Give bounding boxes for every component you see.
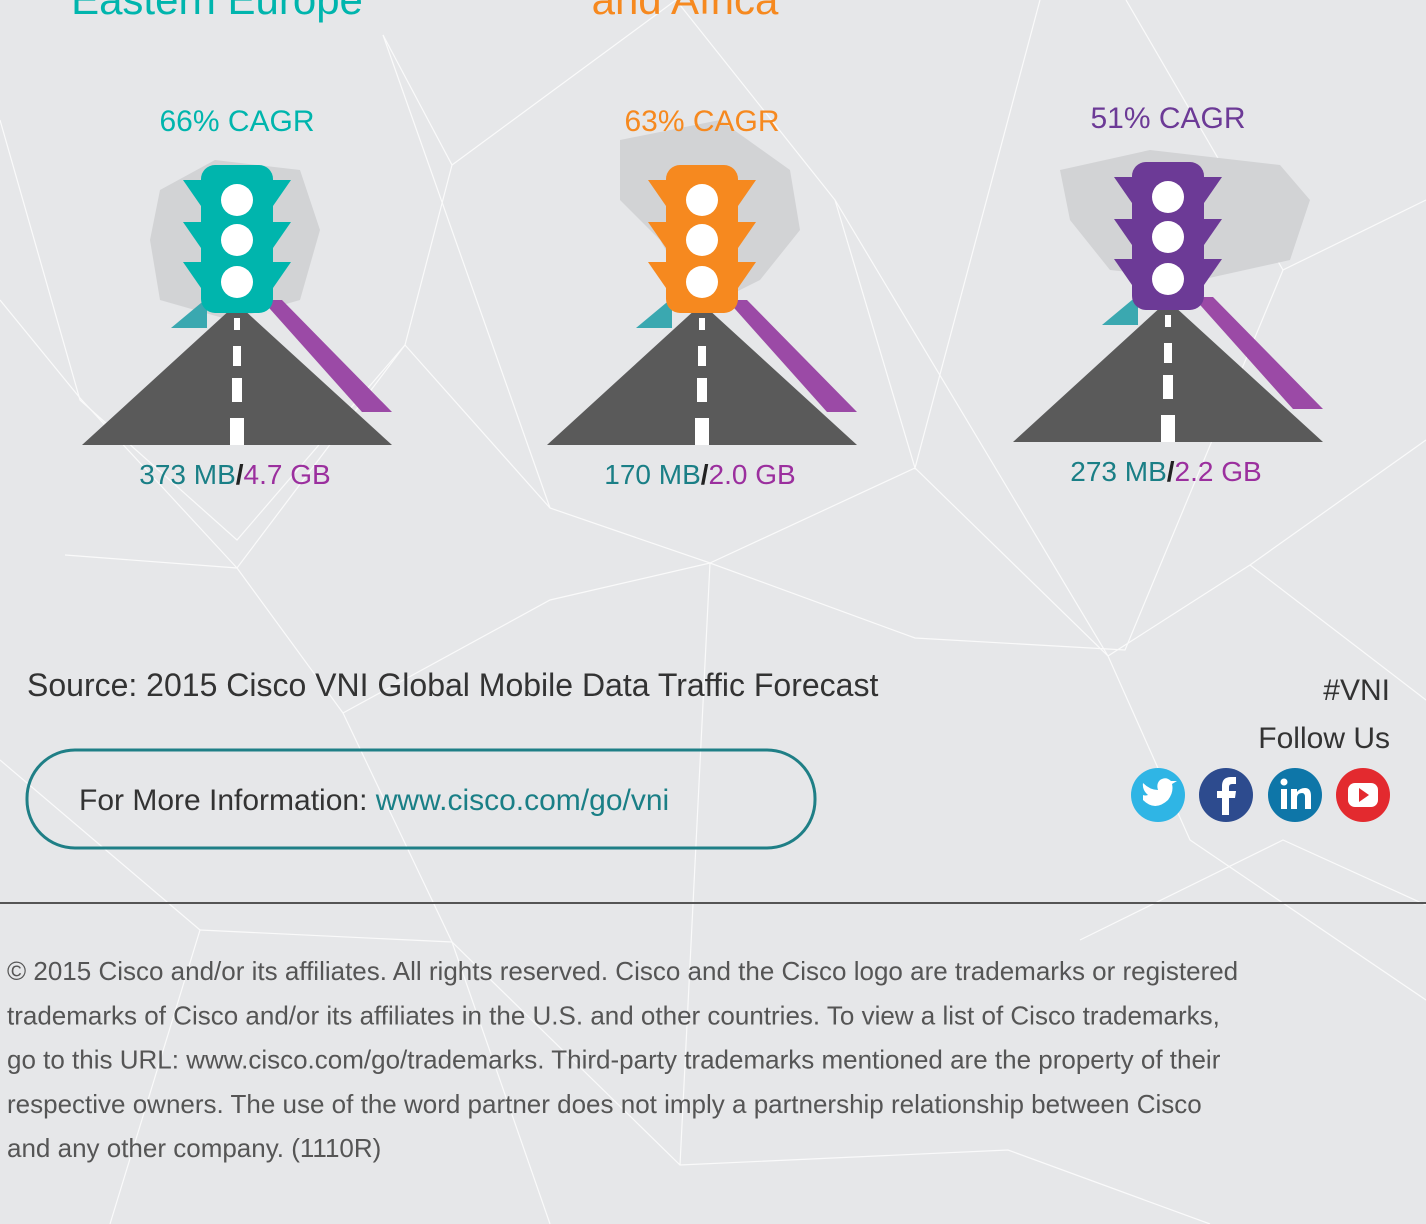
traffic-a: 170 MB [604, 459, 701, 490]
lane-dash [1165, 315, 1171, 327]
road-edge-right [262, 300, 392, 412]
road-edge-right [727, 300, 857, 412]
light-lamp [1152, 221, 1184, 253]
traffic-b: 4.7 GB [244, 459, 331, 490]
info-box [25, 748, 817, 850]
light-lamp [1152, 263, 1184, 295]
traffic-b: 2.2 GB [1175, 456, 1262, 487]
lane-dash [1163, 375, 1173, 399]
traffic-a: 273 MB [1070, 456, 1167, 487]
light-lamp [686, 266, 718, 298]
twitter-icon[interactable] [1131, 768, 1185, 822]
linkedin-icon[interactable] [1268, 768, 1322, 822]
light-lamp [221, 184, 253, 216]
copyright-line: go to this URL: www.cisco.com/go/tradema… [7, 1045, 1221, 1075]
light-wing [648, 180, 666, 206]
lane-dash [1161, 415, 1175, 442]
light-lamp [686, 184, 718, 216]
light-wing [648, 222, 666, 248]
lane-dash [695, 418, 709, 445]
light-wing [738, 180, 756, 206]
region: 51% CAGR 273 MB/2.2 GB [1013, 102, 1323, 487]
light-wing [1114, 219, 1132, 245]
light-wing [738, 222, 756, 248]
copyright-line: © 2015 Cisco and/or its affiliates. All … [7, 956, 1238, 986]
light-wing [1114, 177, 1132, 203]
light-wing [1204, 259, 1222, 285]
light-wing [273, 262, 291, 288]
light-wing [183, 222, 201, 248]
traffic-a: 373 MB [139, 459, 236, 490]
light-wing [183, 262, 201, 288]
info-label: For More Information: [79, 784, 376, 817]
light-lamp [686, 224, 718, 256]
copyright-line: respective owners. The use of the word p… [7, 1089, 1202, 1119]
youtube-icon[interactable] [1336, 768, 1390, 822]
facebook-icon[interactable] [1199, 768, 1253, 822]
region-name: and Africa [592, 0, 779, 23]
light-lamp [221, 266, 253, 298]
cagr: 51% CAGR [1090, 102, 1245, 135]
traffic-label: 170 MB/2.0 GB [604, 459, 795, 490]
road-edge-left [1102, 295, 1138, 325]
region: and Africa 63% CAGR 170 MB/2.0 GB [547, 0, 857, 490]
copyright-line: trademarks of Cisco and/or its affiliate… [7, 1000, 1220, 1030]
road-edge-right [1193, 297, 1323, 409]
lane-dash [230, 418, 244, 445]
lane-dash [1164, 343, 1172, 363]
light-wing [1114, 259, 1132, 285]
lane-dash [697, 378, 707, 402]
light-wing [273, 222, 291, 248]
info-link[interactable]: www.cisco.com/go/vni [375, 784, 669, 817]
light-wing [738, 262, 756, 288]
region-name: Eastern Europe [71, 0, 363, 23]
road-edge-left [636, 298, 672, 328]
region: Eastern Europe 66% CAGR 373 MB/4.7 GB [71, 0, 392, 490]
road [82, 308, 392, 445]
hashtag: #VNI [1323, 674, 1390, 707]
lane-dash [234, 318, 240, 330]
cagr: 63% CAGR [624, 105, 779, 138]
traffic-label: 373 MB/4.7 GB [139, 459, 330, 490]
lane-dash [232, 378, 242, 402]
lane-dash [699, 318, 705, 330]
info-text: For More Information: www.cisco.com/go/v… [79, 784, 669, 817]
lane-dash [233, 346, 241, 366]
copyright-line: and any other company. (1110R) [7, 1133, 381, 1163]
light-wing [648, 262, 666, 288]
traffic-separator: / [701, 459, 709, 490]
copyright: © 2015 Cisco and/or its affiliates. All … [7, 956, 1238, 1163]
traffic-label: 273 MB/2.2 GB [1070, 456, 1261, 487]
traffic-b: 2.0 GB [709, 459, 796, 490]
light-lamp [221, 224, 253, 256]
road [547, 308, 857, 445]
source: Source: 2015 Cisco VNI Global Mobile Dat… [27, 667, 878, 703]
cagr: 66% CAGR [159, 105, 314, 138]
light-wing [1204, 219, 1222, 245]
traffic-separator: / [236, 459, 244, 490]
light-wing [1204, 177, 1222, 203]
road [1013, 305, 1323, 442]
light-lamp [1152, 181, 1184, 213]
traffic-separator: / [1167, 456, 1175, 487]
lane-dash [698, 346, 706, 366]
light-wing [183, 180, 201, 206]
light-wing [273, 180, 291, 206]
road-edge-left [171, 298, 207, 328]
follow-us: Follow Us [1258, 722, 1390, 755]
